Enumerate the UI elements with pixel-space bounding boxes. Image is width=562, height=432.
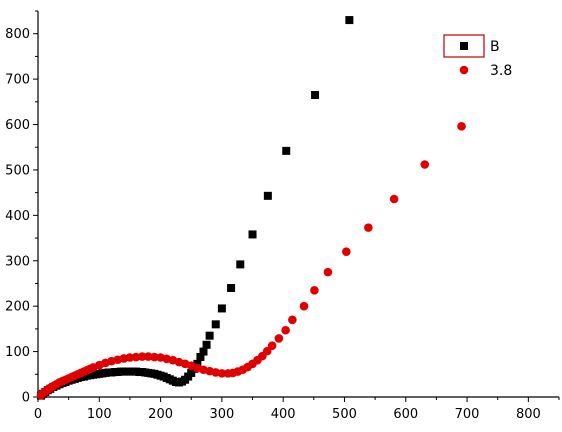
data-point-square [282,146,291,155]
x-tick-label: 100 [87,407,112,422]
data-point-circle [299,301,309,311]
y-tick-label: 700 [5,73,30,88]
data-point-circle [137,352,147,361]
x-tick-label: 0 [34,407,42,422]
data-point-square [227,284,236,293]
data-point-circle [310,285,319,295]
data-point-circle [281,325,290,335]
legend: B 3.8 [443,34,512,79]
data-point-square [263,191,272,200]
x-tick-label: 400 [271,407,296,422]
y-tick-label: 100 [5,345,30,360]
data-point-circle [267,341,277,350]
legend-marker-square [460,42,468,50]
data-point-circle [420,160,430,169]
axes: 0 100 200 300 400 500 600 700 800 0 100 200 300 400 50… [5,10,560,422]
data-point-circle [323,267,333,277]
series-b [37,16,354,400]
legend-label: 3.8 [490,63,512,79]
data-point-circle [144,352,153,361]
x-tick-label: 200 [148,407,173,422]
y-tick-label: 500 [5,163,30,178]
x-tick-label: 300 [209,407,234,422]
data-point-square [187,368,196,377]
legend-marker-circle [459,65,469,75]
x-tick-label: 500 [332,407,357,422]
x-tick-label: 800 [516,407,541,422]
data-point-circle [217,369,227,378]
x-tick-label: 700 [455,407,480,422]
y-tick-label: 200 [5,300,30,315]
y-tick-label: 600 [5,118,30,133]
data-point-circle [457,122,466,131]
data-point-square [311,91,320,100]
data-point-square [248,230,257,239]
x-tick-label: 600 [393,407,418,422]
data-point-circle [389,194,399,204]
data-point-square [205,331,214,340]
data-point-circle [364,223,373,232]
data-point-square [236,260,245,269]
data-point-circle [125,353,135,362]
data-point-square [199,347,208,356]
y-tick-label: 300 [5,254,30,269]
data-point-circle [274,334,284,343]
series-layer [36,16,466,400]
data-point-circle [342,247,351,256]
data-point-circle [288,315,297,325]
legend-highlight-box [443,34,485,58]
series-3-8 [36,122,466,400]
data-point-circle [150,352,159,362]
y-tick-label: 400 [5,209,30,224]
data-point-square [202,340,211,349]
data-point-circle [131,352,141,362]
data-point-square [196,353,205,362]
data-point-square [217,304,226,313]
data-point-square [211,320,220,329]
legend-label: B [490,39,500,55]
y-tick-label: 0 [22,391,30,406]
data-point-square [345,16,354,25]
y-tick-label: 800 [5,27,30,42]
